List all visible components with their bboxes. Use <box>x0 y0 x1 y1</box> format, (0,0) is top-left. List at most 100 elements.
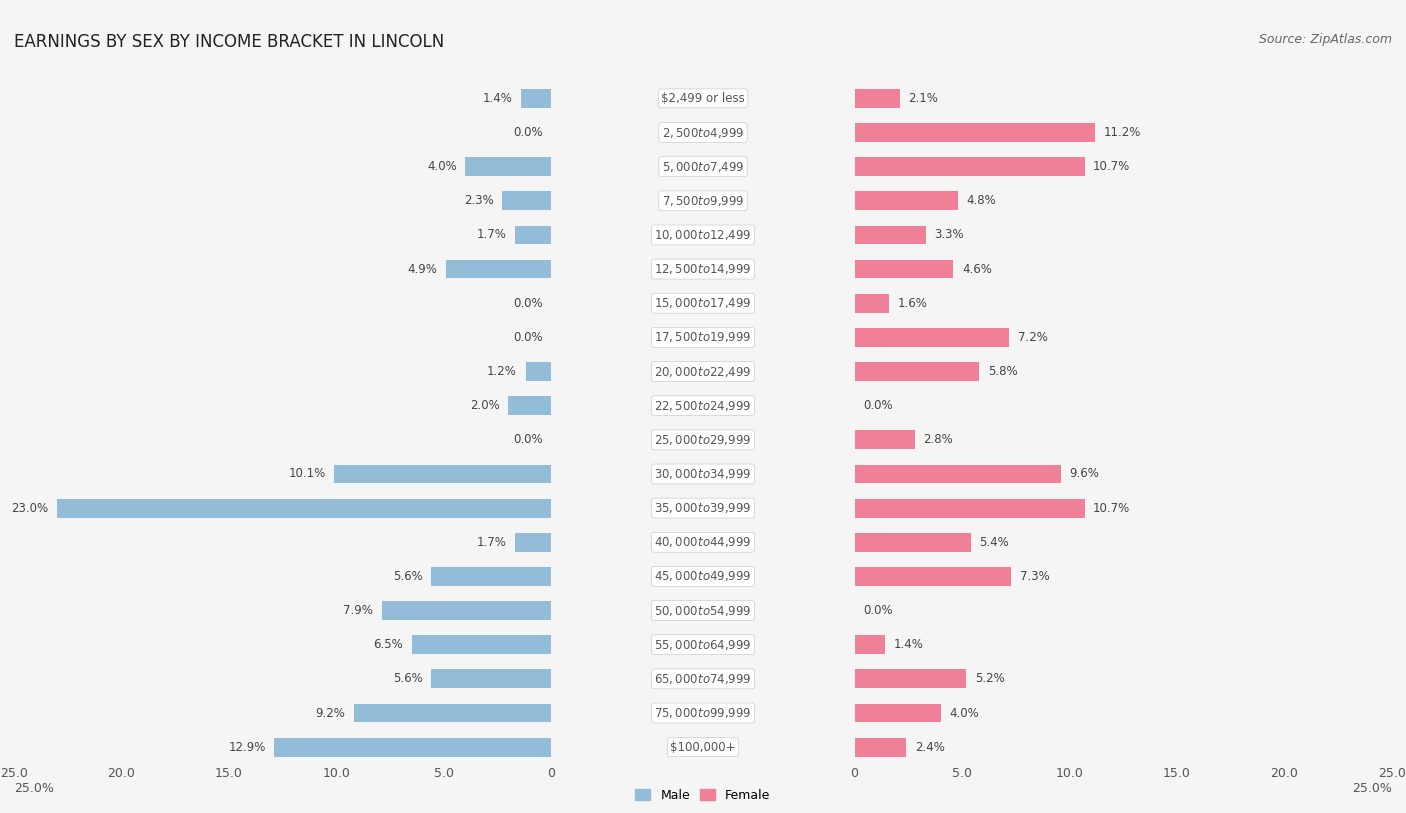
Bar <box>0 354 551 389</box>
Bar <box>0 593 855 628</box>
Bar <box>0 252 551 286</box>
Bar <box>551 525 1406 559</box>
Text: 4.0%: 4.0% <box>427 160 457 173</box>
Bar <box>855 157 1084 176</box>
Bar <box>551 286 1406 320</box>
Text: 9.6%: 9.6% <box>1070 467 1099 480</box>
Text: 2.3%: 2.3% <box>464 194 494 207</box>
Bar <box>855 89 900 108</box>
Text: 0.0%: 0.0% <box>863 399 893 412</box>
Text: $10,000 to $12,499: $10,000 to $12,499 <box>654 228 752 242</box>
Bar <box>522 89 551 108</box>
Bar <box>551 730 1406 764</box>
Text: $5,000 to $7,499: $5,000 to $7,499 <box>662 159 744 174</box>
Bar <box>515 225 551 245</box>
Bar <box>0 423 855 457</box>
Bar <box>855 533 970 552</box>
Bar <box>0 81 551 115</box>
Bar <box>0 730 551 764</box>
Bar <box>0 662 551 696</box>
Bar <box>526 362 551 381</box>
Bar <box>0 628 855 662</box>
Text: 0.0%: 0.0% <box>513 126 543 139</box>
Text: 1.2%: 1.2% <box>486 365 517 378</box>
Text: 1.4%: 1.4% <box>482 92 513 105</box>
Text: $25,000 to $29,999: $25,000 to $29,999 <box>654 433 752 447</box>
Bar <box>0 81 855 115</box>
Text: 10.1%: 10.1% <box>288 467 326 480</box>
Bar <box>509 396 551 415</box>
Text: 1.4%: 1.4% <box>893 638 924 651</box>
Bar <box>0 593 551 628</box>
Bar <box>551 320 1406 354</box>
Bar <box>432 669 551 689</box>
Text: EARNINGS BY SEX BY INCOME BRACKET IN LINCOLN: EARNINGS BY SEX BY INCOME BRACKET IN LIN… <box>14 33 444 50</box>
Text: 0.0%: 0.0% <box>513 433 543 446</box>
Text: $50,000 to $54,999: $50,000 to $54,999 <box>654 603 752 618</box>
Bar <box>551 559 1406 593</box>
Bar <box>58 498 551 518</box>
Text: 5.8%: 5.8% <box>988 365 1018 378</box>
Text: $45,000 to $49,999: $45,000 to $49,999 <box>654 569 752 584</box>
Text: 23.0%: 23.0% <box>11 502 48 515</box>
Bar <box>446 259 551 279</box>
Bar <box>0 150 551 184</box>
Bar <box>0 389 551 423</box>
Text: 1.7%: 1.7% <box>477 536 506 549</box>
Bar <box>855 430 915 450</box>
Bar <box>855 259 953 279</box>
Text: 4.6%: 4.6% <box>962 263 991 276</box>
Bar <box>551 423 1406 457</box>
Text: 5.2%: 5.2% <box>974 672 1005 685</box>
Bar <box>0 115 551 150</box>
Bar <box>551 81 1406 115</box>
Bar <box>0 559 855 593</box>
Text: 2.8%: 2.8% <box>924 433 953 446</box>
Bar <box>551 150 1406 184</box>
Bar <box>855 328 1010 347</box>
Bar <box>855 225 925 245</box>
Bar <box>274 737 551 757</box>
Bar <box>0 730 855 764</box>
Bar <box>0 320 551 354</box>
Text: 7.2%: 7.2% <box>1018 331 1047 344</box>
Bar <box>551 628 1406 662</box>
Bar <box>0 184 855 218</box>
Text: 11.2%: 11.2% <box>1104 126 1142 139</box>
Text: 10.7%: 10.7% <box>1092 160 1130 173</box>
Bar <box>0 525 551 559</box>
Text: 1.7%: 1.7% <box>477 228 506 241</box>
Bar <box>0 115 855 150</box>
Bar <box>0 218 855 252</box>
Bar <box>0 389 855 423</box>
Text: $40,000 to $44,999: $40,000 to $44,999 <box>654 535 752 550</box>
Bar <box>502 191 551 211</box>
Text: $65,000 to $74,999: $65,000 to $74,999 <box>654 672 752 686</box>
Text: 5.6%: 5.6% <box>392 672 422 685</box>
Bar <box>855 703 941 723</box>
Bar <box>0 184 551 218</box>
Bar <box>0 457 551 491</box>
Text: $2,499 or less: $2,499 or less <box>661 92 745 105</box>
Text: $22,500 to $24,999: $22,500 to $24,999 <box>654 398 752 413</box>
Bar <box>855 669 966 689</box>
Bar <box>551 662 1406 696</box>
Text: 1.6%: 1.6% <box>897 297 928 310</box>
Text: 12.9%: 12.9% <box>228 741 266 754</box>
Bar <box>465 157 551 176</box>
Bar <box>855 464 1062 484</box>
Bar <box>0 559 551 593</box>
Bar <box>381 601 551 620</box>
Bar <box>551 218 1406 252</box>
Bar <box>855 737 905 757</box>
Text: 5.6%: 5.6% <box>392 570 422 583</box>
Bar <box>855 635 884 654</box>
Text: $2,500 to $4,999: $2,500 to $4,999 <box>662 125 744 140</box>
Text: 2.1%: 2.1% <box>908 92 938 105</box>
Bar <box>515 533 551 552</box>
Text: 4.0%: 4.0% <box>949 706 979 720</box>
Bar <box>0 286 551 320</box>
Text: 25.0%: 25.0% <box>14 782 53 795</box>
Bar <box>432 567 551 586</box>
Text: 4.9%: 4.9% <box>408 263 437 276</box>
